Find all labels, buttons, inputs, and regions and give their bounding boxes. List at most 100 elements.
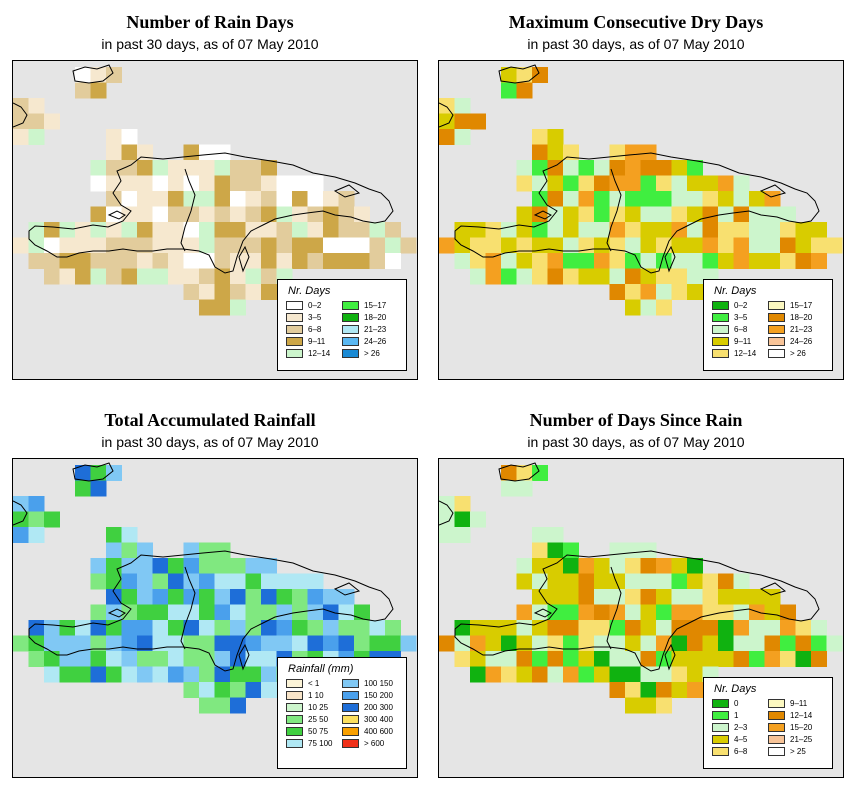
grid-cell: [594, 589, 610, 605]
grid-cell: [369, 237, 386, 254]
grid-cell: [780, 222, 796, 238]
grid-cell: [338, 253, 355, 269]
grid-cell: [199, 682, 215, 698]
grid-cell: [214, 237, 231, 254]
grid-cell: [795, 651, 812, 667]
grid-cell: [106, 175, 122, 192]
grid-cell: [28, 129, 45, 145]
grid-cell: [547, 175, 564, 192]
grid-cell: [292, 589, 308, 605]
grid-cell: [44, 620, 60, 636]
grid-cell: [501, 268, 517, 285]
legend-label: 25 50: [308, 715, 329, 724]
grid-cell: [199, 206, 215, 223]
grid-cell: [168, 651, 184, 667]
grid-cell: [578, 589, 595, 605]
grid-cell: [563, 206, 579, 223]
grid-cell: [168, 558, 184, 574]
grid-cell: [516, 604, 533, 621]
grid-cell: [183, 268, 200, 285]
grid-cell: [702, 175, 719, 192]
grid-cell: [338, 635, 355, 652]
grid-cell: [795, 635, 812, 652]
grid-cell: [28, 496, 45, 512]
grid-cell: [609, 175, 626, 192]
grid-cell: [90, 480, 107, 497]
legend-swatch: [286, 301, 303, 310]
grid-cell: [307, 175, 324, 192]
grid-cell: [625, 558, 641, 574]
grid-cell: [214, 160, 231, 176]
grid-cell: [547, 589, 564, 605]
grid-cell: [640, 635, 657, 652]
grid-cell: [199, 144, 215, 161]
legend-swatch: [286, 349, 303, 358]
panel-subtitle: in past 30 days, as of 07 May 2010: [527, 434, 745, 450]
legend-label: 100 150: [364, 679, 393, 688]
grid-cell: [230, 666, 246, 683]
grid-cell: [44, 253, 60, 269]
grid-cell: [764, 635, 781, 652]
map-area: Rainfall (mm) < 1 1 10 10 25 25 50 50 75…: [12, 458, 418, 778]
legend-label: 24–26: [364, 337, 387, 346]
grid-cell: [795, 222, 812, 238]
grid-cell: [307, 635, 324, 652]
grid-cell: [338, 604, 355, 621]
grid-cell: [578, 253, 595, 269]
grid-cell: [702, 620, 719, 636]
grid-cell: [168, 206, 184, 223]
grid-cell: [640, 222, 657, 238]
grid-cell: [485, 666, 502, 683]
grid-cell: [261, 589, 277, 605]
grid-cell: [261, 268, 277, 285]
grid-cell: [183, 682, 200, 698]
grid-cell: [547, 542, 564, 559]
grid-cell: [718, 253, 734, 269]
grid-cell: [454, 98, 471, 114]
grid-cell: [594, 604, 610, 621]
grid-cell: [640, 299, 657, 316]
grid-cell: [439, 527, 455, 543]
grid-cell: [323, 604, 339, 621]
grid-cell: [547, 573, 564, 590]
grid-cell: [532, 144, 548, 161]
panel-rain-days: Number of Rain Days in past 30 days, as …: [0, 0, 420, 390]
grid-cell: [532, 129, 548, 145]
grid-cell: [338, 620, 355, 636]
legend-title: Nr. Days: [288, 285, 331, 297]
grid-cell: [687, 573, 703, 590]
grid-cell: [261, 284, 277, 300]
grid-cell: [547, 666, 564, 683]
grid-cell: [780, 651, 796, 667]
grid-cell: [28, 98, 45, 114]
grid-cell: [532, 589, 548, 605]
grid-cell: [90, 558, 107, 574]
grid-cell: [168, 268, 184, 285]
grid-cell: [733, 222, 750, 238]
legend-swatch: [286, 739, 303, 748]
grid-cell: [439, 237, 455, 254]
grid-cell: [578, 160, 595, 176]
grid-cell: [563, 651, 579, 667]
grid-cell: [276, 222, 293, 238]
grid-cell: [121, 175, 138, 192]
grid-cell: [400, 635, 417, 652]
grid-layer: [439, 67, 843, 316]
grid-cell: [307, 222, 324, 238]
grid-cell: [687, 604, 703, 621]
grid-cell: [640, 620, 657, 636]
grid-cell: [656, 666, 672, 683]
grid-cell: [44, 222, 60, 238]
grid-cell: [702, 222, 719, 238]
grid-cell: [516, 206, 533, 223]
grid-cell: [454, 511, 471, 528]
grid-cell: [354, 253, 370, 269]
grid-cell: [687, 284, 703, 300]
grid-cell: [276, 620, 293, 636]
grid-cell: [547, 144, 564, 161]
grid-cell: [59, 268, 76, 285]
grid-cell: [718, 191, 734, 207]
grid-cell: [90, 175, 107, 192]
grid-cell: [245, 237, 262, 254]
grid-cell: [28, 527, 45, 543]
